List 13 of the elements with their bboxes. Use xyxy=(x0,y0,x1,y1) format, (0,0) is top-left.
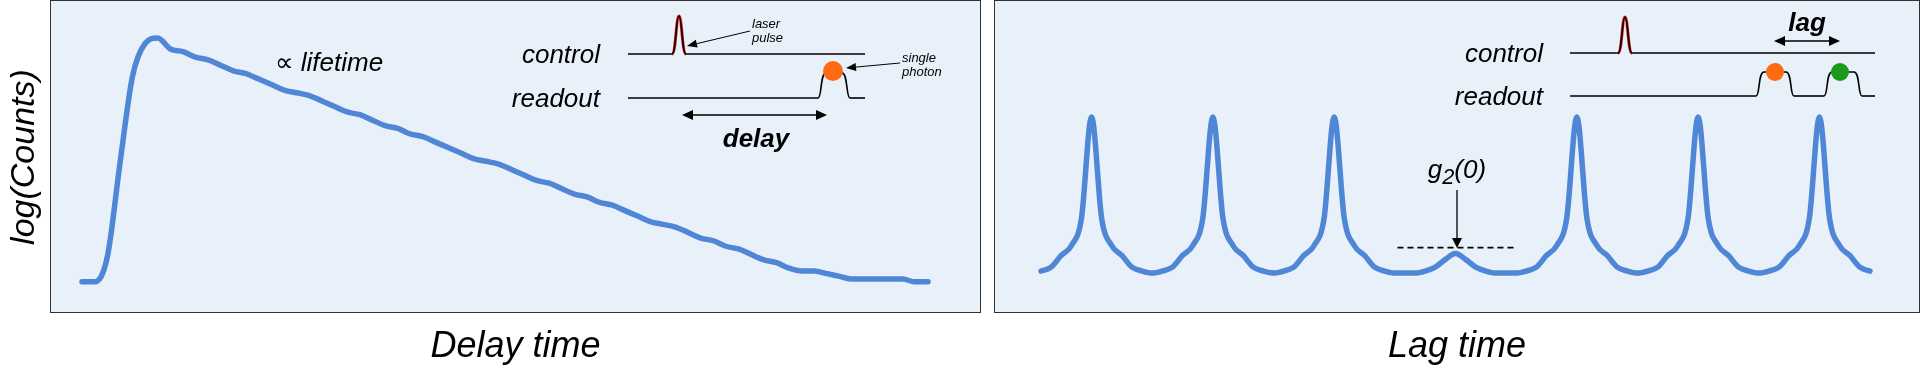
y-axis-title: log(Counts) xyxy=(2,68,42,245)
annotation: g$_{2}$(0) xyxy=(1427,153,1487,189)
annotation: single photon xyxy=(902,49,943,80)
x-axis-title: Lag time xyxy=(1386,324,1528,366)
text: control xyxy=(1464,37,1543,68)
annotation: laser pulse xyxy=(752,15,785,46)
annotation: ∝ lifetime xyxy=(275,46,384,77)
annotation: delay xyxy=(722,122,790,153)
annotation: readout xyxy=(511,82,600,113)
text: readout xyxy=(1454,80,1543,111)
annotation: control xyxy=(521,38,600,69)
x-axis-title: Delay time xyxy=(429,324,602,366)
text: lag xyxy=(1788,6,1826,37)
